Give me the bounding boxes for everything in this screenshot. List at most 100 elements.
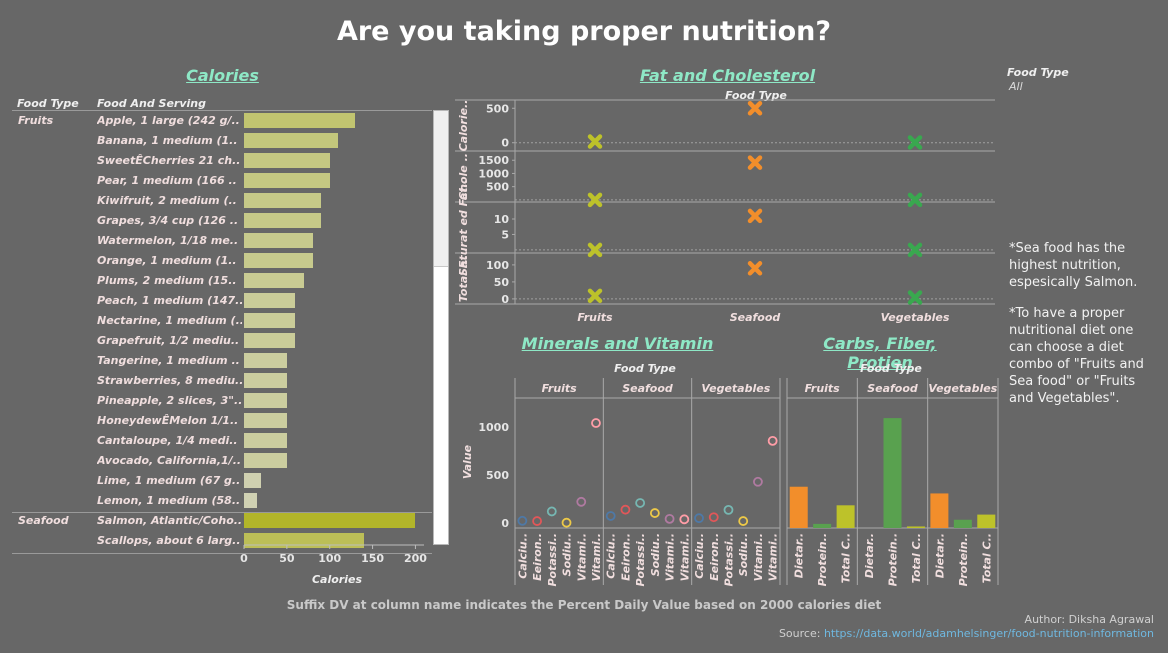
calorie-bar — [244, 453, 287, 468]
carbs-bar — [953, 519, 972, 528]
carbs-bar — [906, 526, 925, 528]
source-label: Source: — [778, 627, 824, 640]
calorie-bar — [244, 113, 356, 128]
minerals-x-label: Vitami.. — [590, 533, 603, 581]
minerals-y-label: Value — [461, 444, 474, 479]
calories-x-tick-label: 0 — [240, 552, 248, 565]
fat-x-marker — [747, 261, 763, 276]
fat-y-tick-label: 5 — [501, 228, 509, 241]
fat-x-marker — [907, 192, 923, 208]
minerals-x-label: Eeiron.. — [619, 533, 632, 581]
carbs-bar — [883, 418, 902, 528]
note-2: *To have a proper nutritional diet one c… — [1009, 306, 1144, 406]
food-item-label: Salmon, Atlantic/Coho.. — [97, 514, 242, 527]
carbs-x-label: Dietar.. — [793, 533, 806, 578]
source-link[interactable]: https://data.world/adamhelsinger/food-nu… — [823, 627, 1154, 640]
fat-y-tick-label: 0 — [501, 137, 509, 150]
note-1: *Sea food has the highest nutrition, esp… — [1009, 241, 1138, 290]
fat-category-label: Vegetables — [881, 311, 950, 324]
food-type-label: Seafood — [18, 514, 69, 527]
minerals-point — [753, 476, 763, 487]
carbs-title: Carbs, Fiber, Protien — [823, 334, 937, 372]
minerals-point — [591, 418, 601, 428]
fat-row-label: Chole .. — [457, 153, 470, 200]
fat-category-label: Seafood — [730, 311, 781, 324]
minerals-x-label: Calciu.. — [516, 533, 529, 579]
fat-x-marker — [907, 290, 923, 305]
minerals-x-label: Potassi.. — [722, 533, 735, 587]
carbs-col-header: Food Type — [860, 362, 922, 375]
calorie-bar — [244, 413, 287, 428]
food-item-label: Avocado, California,1/.. — [97, 454, 242, 467]
calorie-bar — [244, 213, 322, 228]
fat-category-label: Fruits — [577, 311, 613, 324]
scrollbar-thumb[interactable] — [434, 111, 448, 267]
minerals-title: Minerals and Vitamin — [521, 334, 714, 353]
calories-axis: 0 50 100 150 200 — [240, 544, 427, 565]
calories-scrollbar[interactable] — [433, 110, 449, 545]
minerals-y-tick-label: 0 — [501, 517, 509, 530]
minerals-point — [679, 514, 690, 525]
calorie-bar — [244, 233, 313, 248]
calorie-bar — [244, 193, 322, 208]
fat-chol-col-header: Food Type — [725, 89, 787, 102]
fat-x-marker — [747, 101, 763, 116]
minerals-group-label: Fruits — [542, 382, 578, 395]
page-title: Are you taking proper nutrition? — [336, 16, 832, 47]
fat-y-tick-label: 100 — [486, 259, 509, 272]
food-item-label: Pineapple, 2 slices, 3".. — [97, 394, 242, 407]
minerals-x-label: Sodiu.. — [737, 533, 750, 576]
minerals-point — [576, 496, 587, 507]
minerals-x-label: Vitami.. — [678, 533, 691, 581]
fat-y-tick-label: 500 — [486, 181, 509, 194]
carbs-x-label: Protein.. — [816, 533, 829, 586]
minerals-point — [605, 511, 616, 521]
minerals-y-tick-label: 1000 — [478, 421, 509, 434]
food-item-label: Pear, 1 medium (166 .. — [97, 174, 237, 187]
minerals-x-label: Sodiu.. — [649, 533, 662, 576]
food-item-label: Cantaloupe, 1/4 medi.. — [97, 434, 238, 447]
fat-x-marker — [747, 208, 763, 224]
fat-chol-title: Fat and Cholesterol — [639, 66, 816, 85]
calorie-bar — [244, 493, 257, 508]
food-item-label: SweetÊCherries 21 ch.. — [97, 154, 241, 167]
footer-note: Suffix DV at column name indicates the P… — [286, 598, 882, 612]
carbs-chart: Fruits Dietar.. Protein.. Total C.. Seafood D… — [786, 378, 999, 586]
minerals-x-label: Vitami.. — [664, 533, 677, 581]
fat-y-tick-label: 0 — [501, 293, 509, 306]
minerals-point — [708, 512, 719, 523]
minerals-x-label: Vitami.. — [767, 533, 780, 581]
minerals-point — [767, 435, 778, 446]
calories-x-label: Calories — [311, 573, 363, 586]
calories-bottom-divider — [12, 553, 432, 554]
calories-x-tick-label: 50 — [279, 552, 295, 565]
food-item-label: Tangerine, 1 medium .. — [97, 354, 240, 367]
fat-y-tick-label: 1000 — [478, 167, 509, 180]
carbs-bar — [789, 486, 808, 528]
fat-row-label: Saturat ed Fat.. — [457, 179, 470, 276]
calorie-bar — [244, 173, 330, 188]
minerals-point — [649, 508, 660, 518]
food-item-label: Apple, 1 large (242 g/.. — [97, 114, 240, 127]
fat-y-tick-label: 500 — [486, 102, 509, 115]
carbs-x-label: Protein.. — [887, 533, 900, 586]
minerals-group-label: Vegetables — [701, 382, 770, 395]
calorie-bar — [244, 393, 287, 408]
carbs-bar — [836, 505, 855, 528]
minerals-point — [532, 516, 542, 526]
minerals-point — [723, 504, 734, 515]
calorie-bar — [244, 313, 296, 328]
fat-row-label: Calorie.. — [457, 100, 470, 152]
fat-x-marker — [907, 135, 923, 150]
minerals-x-label: Calciu.. — [693, 533, 706, 579]
minerals-x-label: Calciu.. — [605, 533, 618, 579]
carbs-x-label: Protein.. — [957, 533, 970, 586]
food-item-label: Scallops, about 6 larg.. — [97, 534, 241, 547]
col-header-food-type: Food Type — [17, 97, 79, 110]
food-item-label: Peach, 1 medium (147.. — [97, 294, 242, 307]
calories-x-tick-label: 150 — [361, 552, 384, 565]
filter-label: Food Type — [1007, 66, 1069, 79]
filter-value[interactable]: All — [1009, 80, 1023, 93]
calorie-bar — [244, 153, 330, 168]
